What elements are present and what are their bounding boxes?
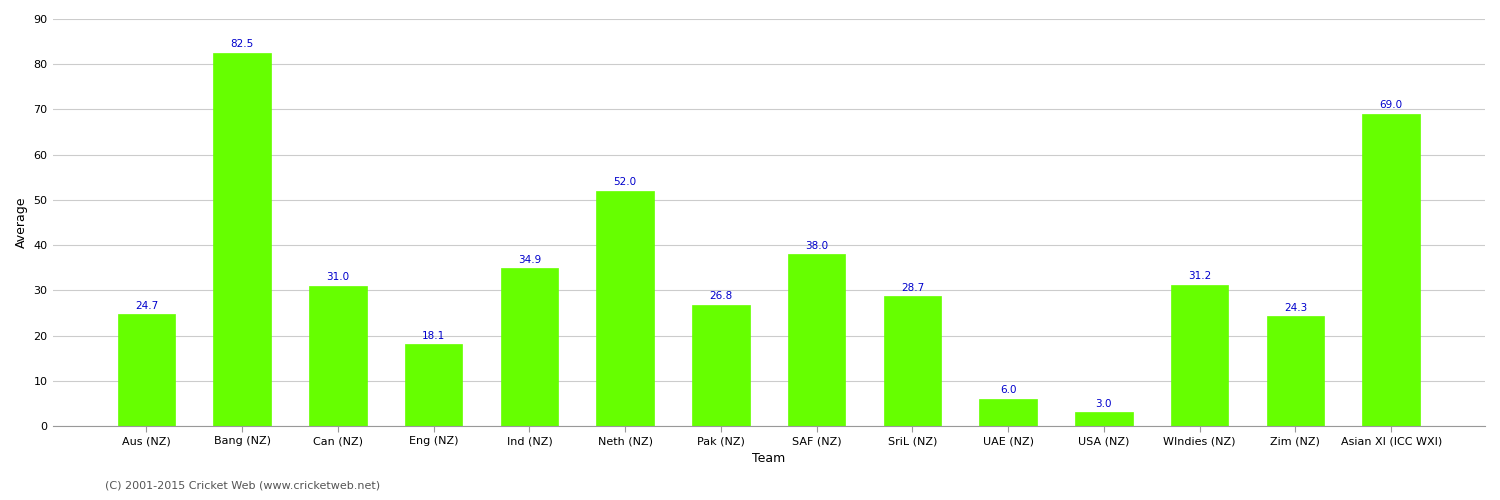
Y-axis label: Average: Average (15, 197, 28, 248)
Text: 38.0: 38.0 (806, 240, 828, 250)
Text: 6.0: 6.0 (1000, 386, 1017, 396)
Text: 69.0: 69.0 (1380, 100, 1402, 110)
Text: 3.0: 3.0 (1095, 399, 1112, 409)
Text: 52.0: 52.0 (614, 177, 636, 187)
Text: (C) 2001-2015 Cricket Web (www.cricketweb.net): (C) 2001-2015 Cricket Web (www.cricketwe… (105, 480, 380, 490)
Bar (597, 191, 654, 426)
Bar (1266, 316, 1324, 426)
Bar (884, 296, 940, 426)
Bar (1362, 114, 1420, 426)
Bar (1076, 412, 1132, 426)
Text: 31.2: 31.2 (1188, 272, 1212, 281)
Bar (501, 268, 558, 426)
Bar (692, 305, 750, 426)
Text: 34.9: 34.9 (518, 254, 542, 264)
Text: 26.8: 26.8 (710, 291, 732, 301)
Bar (117, 314, 176, 426)
Text: 24.7: 24.7 (135, 300, 158, 310)
Bar (405, 344, 462, 426)
Text: 28.7: 28.7 (902, 282, 924, 292)
Bar (213, 53, 272, 426)
Text: 31.0: 31.0 (327, 272, 350, 282)
Text: 18.1: 18.1 (422, 330, 446, 340)
Bar (788, 254, 846, 426)
Bar (309, 286, 366, 426)
X-axis label: Team: Team (752, 452, 786, 465)
Text: 24.3: 24.3 (1284, 302, 1306, 312)
Bar (1172, 285, 1228, 426)
Bar (980, 399, 1036, 426)
Text: 82.5: 82.5 (231, 40, 254, 50)
